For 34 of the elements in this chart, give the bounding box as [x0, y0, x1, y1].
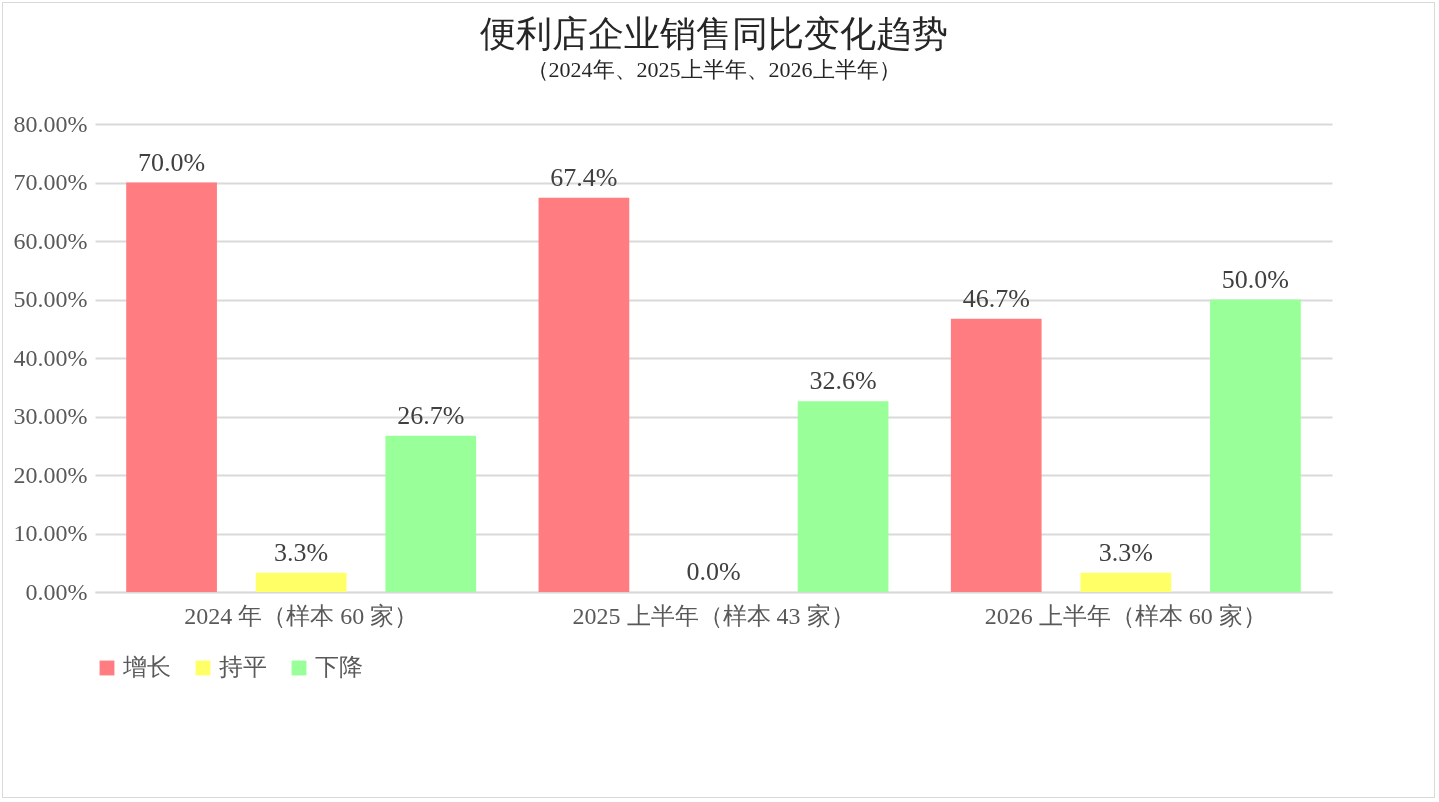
legend-label: 下降	[315, 654, 363, 680]
y-tick-label: 10.00%	[13, 520, 88, 546]
bar	[538, 197, 630, 592]
bar	[950, 318, 1042, 592]
y-tick-label: 80.00%	[13, 110, 88, 137]
data-label: 46.7%	[962, 283, 1030, 313]
y-tick-label: 0.00%	[25, 578, 88, 605]
chart-subtitle: （2024年、2025上半年、2026上半年）	[526, 57, 901, 82]
bar	[1080, 572, 1172, 592]
x-tick-label: 2025 上半年（样本 43 家）	[572, 602, 855, 629]
data-label: 50.0%	[1221, 264, 1290, 294]
bar	[797, 401, 889, 592]
data-label: 0.0%	[686, 557, 741, 586]
y-tick-label: 50.00%	[13, 286, 88, 312]
data-label: 70.0%	[137, 147, 206, 177]
bar	[126, 182, 217, 592]
y-tick-label: 30.00%	[13, 403, 88, 429]
legend-label: 持平	[219, 654, 267, 680]
data-label: 3.3%	[1098, 537, 1153, 567]
bar	[1210, 299, 1301, 592]
y-tick-label: 70.00%	[13, 169, 88, 195]
bar	[255, 572, 347, 592]
data-label: 3.3%	[274, 537, 329, 567]
y-tick-label: 40.00%	[13, 344, 88, 371]
x-tick-label: 2024 年（样本 60 家）	[184, 602, 419, 629]
bar	[385, 435, 477, 592]
chart-title: 便利店企业销售同比变化趋势	[479, 14, 948, 54]
data-label: 67.4%	[550, 162, 618, 192]
x-tick-label: 2026 上半年（样本 60 家）	[984, 602, 1267, 629]
data-label: 26.7%	[397, 400, 465, 430]
data-label: 32.6%	[809, 366, 877, 396]
legend-label: 增长	[122, 654, 171, 680]
y-tick-label: 60.00%	[13, 227, 88, 254]
y-tick-label: 20.00%	[13, 461, 88, 488]
